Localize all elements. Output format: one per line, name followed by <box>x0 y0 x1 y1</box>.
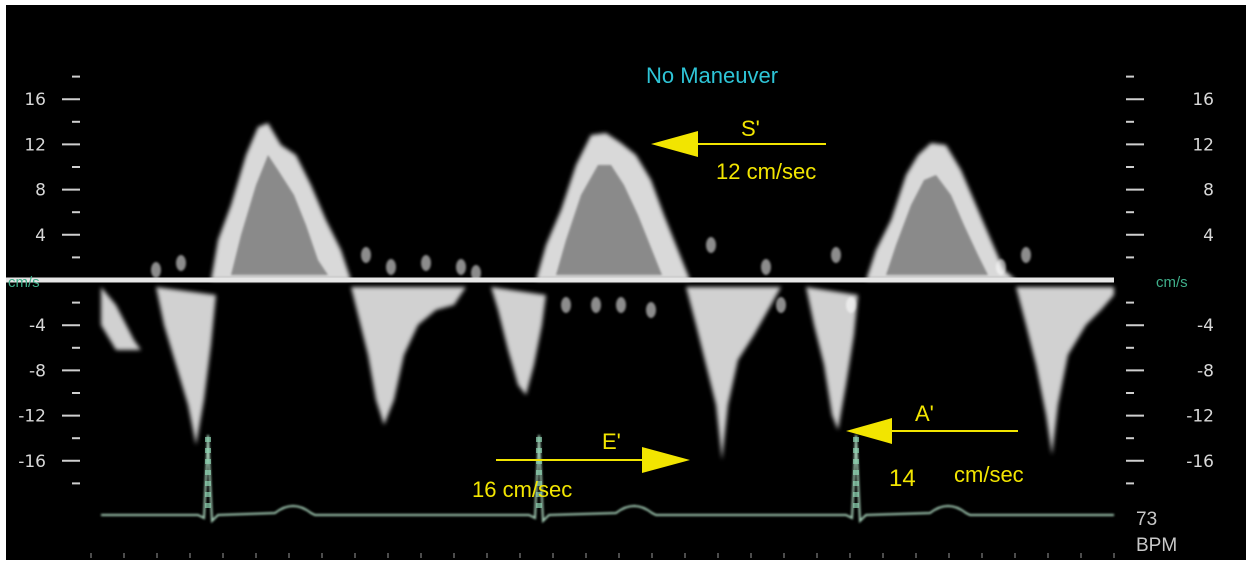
ecg-spike-marker <box>853 481 859 486</box>
doppler-canvas: 16 12 8 4 -4 -8 -12 -16 16 12 8 4 -4 -8 -12 -16 cm/s c… <box>6 63 1214 558</box>
spectrum-speckle <box>831 247 841 263</box>
ecg-spike-marker <box>853 492 859 497</box>
ecg-spike-marker <box>853 470 859 475</box>
spectrum-speckle <box>1021 247 1031 263</box>
ecg-spike-marker <box>853 459 859 464</box>
spectrum-speckle <box>456 259 466 275</box>
spectrum-speckle <box>646 302 656 318</box>
diastolic-wave <box>491 287 546 395</box>
spectrum-speckle <box>616 297 626 313</box>
left-velocity-scale: 16 12 8 4 -4 -8 -12 -16 <box>18 75 80 485</box>
e-prime-value: 16 cm/sec <box>472 477 572 502</box>
spectrum-speckle <box>151 262 161 278</box>
spectrum-speckle <box>591 297 601 313</box>
systolic-wave-core <box>556 165 662 275</box>
scale-tick-label: 16 <box>24 90 46 110</box>
scale-tick-label: 8 <box>35 181 46 201</box>
ecg-spike-marker <box>205 481 211 486</box>
scale-tick-label: -12 <box>18 407 46 427</box>
e-prime-annotation: E' 16 cm/sec <box>472 429 690 502</box>
scale-tick-label: 8 <box>1203 181 1214 201</box>
ecg-spike-marker <box>205 470 211 475</box>
diastolic-wave <box>101 287 141 350</box>
doppler-display: 16 12 8 4 -4 -8 -12 -16 16 12 8 4 -4 -8 -12 -16 cm/s c… <box>6 5 1246 560</box>
ecg-spike-marker <box>853 503 859 508</box>
diastolic-wave <box>156 287 216 445</box>
diastolic-wave <box>806 287 858 430</box>
spectrum-speckle <box>761 259 771 275</box>
spectrum-speckle <box>776 297 786 313</box>
diastolic-wave <box>351 287 466 425</box>
spectrum-speckle <box>471 265 481 281</box>
spectrum-speckle <box>996 259 1006 275</box>
spectrum-speckle <box>421 255 431 271</box>
ecg-trace <box>101 434 1114 524</box>
spectrum-speckle <box>561 297 571 313</box>
a-prime-value-number: 14 <box>889 465 916 492</box>
e-prime-label: E' <box>602 429 621 454</box>
diastolic-wave <box>686 287 781 460</box>
tissue-doppler-spectrum <box>101 123 1114 460</box>
scale-tick-label: -16 <box>1186 452 1214 472</box>
s-prime-arrowhead <box>651 131 698 157</box>
right-unit-label: cm/s <box>1156 274 1188 291</box>
ecg-spike-marker <box>536 459 542 464</box>
spectrum-speckle <box>386 259 396 275</box>
ecg-spike-marker <box>205 459 211 464</box>
scale-tick-label: -8 <box>1197 361 1214 381</box>
ecg-spike-marker <box>205 503 211 508</box>
s-prime-annotation: S' 12 cm/sec <box>651 116 826 184</box>
spectrum-speckle <box>846 297 856 313</box>
spectrum-speckle <box>176 255 186 271</box>
s-prime-label: S' <box>741 116 760 141</box>
ecg-spike-marker <box>536 503 542 508</box>
scale-tick-label: -4 <box>1197 316 1214 336</box>
scale-tick-label: 4 <box>1203 226 1214 246</box>
ecg-spike-marker <box>853 448 859 453</box>
systolic-wave-core <box>886 175 988 275</box>
time-axis-ticks <box>90 553 1115 558</box>
scale-tick-label: 12 <box>1192 135 1214 155</box>
ecg-spike-marker <box>205 437 211 442</box>
diastolic-wave <box>1016 287 1114 455</box>
ecg-spike-marker <box>536 470 542 475</box>
scale-tick-label: -4 <box>29 316 46 336</box>
scale-tick-label: 12 <box>24 135 46 155</box>
ecg-spike-marker <box>536 448 542 453</box>
scale-tick-label: 16 <box>1192 90 1214 110</box>
e-prime-arrowhead <box>642 447 690 473</box>
left-unit-label: cm/s <box>8 274 40 291</box>
ecg-spike-marker <box>205 448 211 453</box>
scale-tick-label: -8 <box>29 361 46 381</box>
scale-tick-label: -12 <box>1186 407 1214 427</box>
a-prime-annotation: A' 14 cm/sec <box>846 401 1024 492</box>
ecg-line <box>101 434 1114 524</box>
ecg-spike-marker <box>853 437 859 442</box>
heart-rate-value: 73 <box>1136 509 1157 530</box>
a-prime-value-unit: cm/sec <box>954 462 1024 487</box>
scale-tick-label: 4 <box>35 226 46 246</box>
ecg-spike-marker <box>536 492 542 497</box>
ecg-spike-marker <box>205 492 211 497</box>
a-prime-label: A' <box>915 401 934 426</box>
scale-tick-label: -16 <box>18 452 46 472</box>
systolic-wave-core <box>231 155 328 275</box>
heart-rate-unit: BPM <box>1136 535 1177 556</box>
right-velocity-scale: 16 12 8 4 -4 -8 -12 -16 <box>1126 75 1214 485</box>
maneuver-title: No Maneuver <box>646 63 778 88</box>
spectrum-speckle <box>361 247 371 263</box>
ecg-spike-marker <box>536 481 542 486</box>
ecg-spike-marker <box>536 437 542 442</box>
a-prime-arrowhead <box>846 418 892 444</box>
spectrum-speckle <box>706 237 716 253</box>
s-prime-value: 12 cm/sec <box>716 159 816 184</box>
